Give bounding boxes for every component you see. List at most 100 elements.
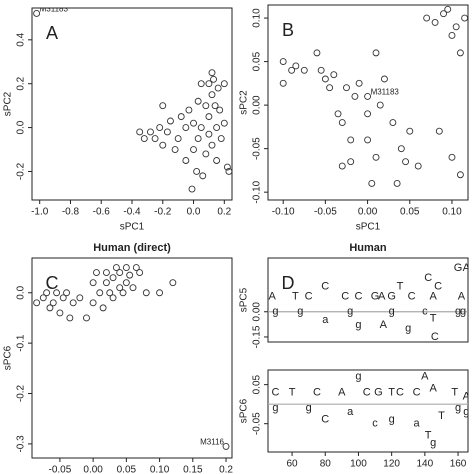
x-tick-label: 100 xyxy=(350,459,367,470)
plot-area: M31183 xyxy=(279,5,468,187)
point xyxy=(169,279,177,287)
point xyxy=(89,279,97,287)
letter-point: a xyxy=(322,314,329,326)
point xyxy=(119,289,127,297)
letter-point: C xyxy=(354,291,362,303)
point xyxy=(159,102,167,110)
point xyxy=(63,289,71,297)
point xyxy=(208,91,216,99)
letter-point: g xyxy=(455,306,461,318)
letter-point: A xyxy=(463,262,471,274)
panel-letter: B xyxy=(282,20,294,40)
y-tick-label: 0.0 xyxy=(16,120,27,134)
point xyxy=(220,80,228,88)
point xyxy=(313,49,321,57)
letter-point: T xyxy=(451,386,458,398)
letter-point: C xyxy=(271,386,279,398)
y-tick-label: 0.0 xyxy=(16,285,27,299)
point xyxy=(368,180,376,187)
point xyxy=(76,294,84,302)
point xyxy=(46,304,54,312)
point xyxy=(132,264,140,272)
point xyxy=(188,185,196,193)
point xyxy=(56,309,64,317)
point xyxy=(461,14,468,22)
point xyxy=(423,14,431,22)
point xyxy=(156,124,164,132)
point xyxy=(225,168,232,175)
letter-point: g xyxy=(347,306,353,318)
y-tick-label: 0.00 xyxy=(252,302,263,322)
letter-point: C xyxy=(321,280,329,292)
point xyxy=(89,299,97,307)
point xyxy=(376,101,384,109)
x-tick-label: 80 xyxy=(320,459,332,470)
letter-point: A xyxy=(429,291,437,303)
y-tick-label: 0.00 xyxy=(252,95,263,115)
plot-area: M3116 xyxy=(33,264,230,450)
letter-point: C xyxy=(396,386,404,398)
point xyxy=(279,79,287,87)
point xyxy=(300,66,308,74)
letter-point: C xyxy=(424,272,432,284)
point xyxy=(402,158,410,166)
point xyxy=(452,23,460,31)
point xyxy=(177,113,185,121)
point xyxy=(106,289,114,297)
x-tick-label: 0.00 xyxy=(83,465,103,474)
y-axis-label: sPC2 xyxy=(3,91,14,116)
point xyxy=(182,124,190,132)
plot-frame xyxy=(267,257,469,343)
letter-point: C xyxy=(305,291,313,303)
x-tick-label: 140 xyxy=(417,459,434,470)
letter-point: g xyxy=(306,402,312,414)
x-tick-label: 120 xyxy=(383,459,400,470)
x-tick-label: 0.2 xyxy=(219,465,233,474)
point xyxy=(205,130,213,138)
plot-frame xyxy=(31,257,233,459)
point xyxy=(223,163,231,171)
letter-point: C xyxy=(408,291,416,303)
point xyxy=(136,269,144,277)
point xyxy=(220,119,228,127)
point xyxy=(338,162,346,170)
annotation: M31183 xyxy=(40,5,69,14)
point xyxy=(33,299,41,307)
letter-point: g xyxy=(455,402,461,414)
y-tick-label: 0.05 xyxy=(252,51,263,71)
letter-point: A xyxy=(378,291,386,303)
point xyxy=(347,158,355,166)
letter-point: A xyxy=(421,371,429,383)
point xyxy=(440,10,447,18)
point xyxy=(279,58,287,66)
letter-point: a xyxy=(413,418,420,430)
letter-point: C xyxy=(313,386,321,398)
y-tick-label: 0.10 xyxy=(252,8,263,28)
letter-point: a xyxy=(347,406,354,418)
panel-title: Human xyxy=(349,242,387,254)
point xyxy=(321,75,329,83)
y-tick-label: -0.05 xyxy=(252,137,263,160)
point xyxy=(53,289,61,297)
letter-point: C xyxy=(413,386,421,398)
letter-point: g xyxy=(272,306,278,318)
letter-point: g xyxy=(405,322,411,334)
letter-point: T xyxy=(292,291,299,303)
point xyxy=(343,84,350,92)
panel: -0.10 -0.05 0.00 0.05 0.10 -0.10 -0.05 0.00 0.05… xyxy=(239,4,469,233)
point xyxy=(292,62,300,70)
point xyxy=(182,157,190,164)
y-tick-label: 0.4 xyxy=(16,32,27,46)
letter-point: G xyxy=(371,291,380,303)
point xyxy=(214,84,222,92)
point xyxy=(347,136,355,144)
point xyxy=(167,117,174,125)
x-tick-label: 0.10 xyxy=(442,207,462,218)
point xyxy=(102,279,110,287)
letter-point: G xyxy=(454,262,463,274)
point xyxy=(194,135,202,143)
letter-point: A xyxy=(463,390,471,402)
letter-point: T xyxy=(289,386,296,398)
